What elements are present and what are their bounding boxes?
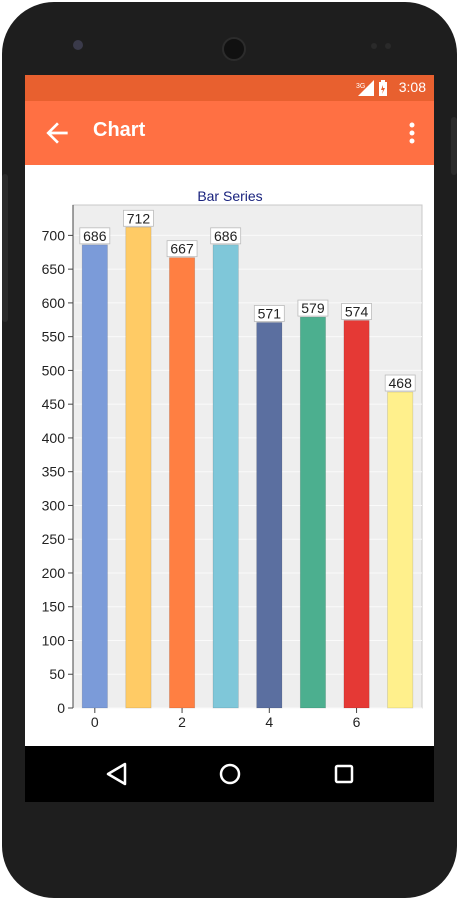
y-tick-label: 0: [57, 700, 65, 716]
plot-area: 0 50 100 150 200 250 300 350 400 450 500 550 600 650 7…: [42, 204, 423, 730]
signal-icon: 3G: [356, 80, 374, 96]
data-label: 667: [170, 241, 194, 257]
y-tick-label: 550: [42, 329, 66, 345]
y-tick-label: 100: [42, 632, 66, 648]
bar: [256, 322, 283, 709]
data-label-box: [253, 305, 285, 322]
bar: [212, 244, 239, 709]
data-label: 686: [83, 228, 107, 244]
earpiece-icon: [222, 37, 246, 61]
square-recents-icon[interactable]: [328, 758, 360, 790]
y-tick-label: 400: [42, 430, 66, 446]
plot-background: [72, 204, 423, 709]
network-type-label: 3G: [356, 83, 365, 90]
data-label: 571: [258, 305, 282, 321]
navigation-bar: [25, 746, 434, 802]
y-tick-label: 300: [42, 497, 66, 513]
bar: [343, 320, 370, 709]
status-bar: 3G 3:08: [25, 75, 434, 101]
y-tick-label: 700: [42, 227, 66, 243]
sensor-icon: [385, 43, 391, 49]
y-tick-label: 500: [42, 362, 66, 378]
bar-chart: Bar Series 0 50 100 150 200 250 300 350 400 450 50…: [42, 188, 423, 730]
volume-button: [2, 174, 8, 322]
data-label: 574: [345, 303, 369, 319]
front-camera-icon: [73, 40, 83, 50]
chart-title: Bar Series: [197, 188, 262, 204]
data-label-box: [341, 303, 372, 320]
data-label-box: [384, 374, 416, 392]
power-button: [451, 117, 457, 175]
page-title: Chart: [93, 119, 146, 141]
data-label-box: [210, 227, 242, 245]
more-vert-icon[interactable]: [402, 119, 422, 147]
bar: [81, 244, 108, 709]
bar: [299, 316, 326, 709]
y-tick-label: 650: [42, 261, 66, 277]
y-tick-label: 600: [42, 295, 66, 311]
bar: [169, 257, 196, 709]
y-tick-label: 250: [42, 531, 66, 547]
circle-home-icon[interactable]: [214, 758, 246, 790]
x-tick-label: 4: [265, 714, 273, 730]
status-time: 3:08: [398, 79, 426, 95]
triangle-back-icon[interactable]: [101, 758, 133, 790]
arrow-left-icon[interactable]: [41, 117, 73, 149]
data-label: 712: [127, 210, 151, 226]
data-label-box: [79, 227, 111, 245]
app-bar: Chart: [25, 101, 434, 165]
data-label-box: [297, 299, 329, 317]
data-label-box: [123, 209, 154, 227]
bar: [387, 391, 414, 709]
data-label-box: [166, 240, 198, 258]
data-label: 686: [214, 228, 238, 244]
data-label: 579: [301, 300, 325, 316]
y-tick-label: 450: [42, 396, 66, 412]
x-tick-label: 0: [91, 714, 99, 730]
data-label: 468: [389, 375, 413, 391]
battery-icon: [379, 80, 387, 96]
y-tick-label: 50: [49, 666, 65, 682]
x-tick-label: 6: [353, 714, 361, 730]
sensor-icon: [371, 43, 377, 49]
y-tick-label: 200: [42, 565, 66, 581]
bar: [125, 226, 152, 709]
screen: 3G 3:08 Chart Bar Series 0 50 100 150 200 250…: [25, 75, 434, 746]
y-tick-label: 350: [42, 464, 66, 480]
x-tick-label: 2: [178, 714, 186, 730]
y-tick-label: 150: [42, 599, 66, 615]
